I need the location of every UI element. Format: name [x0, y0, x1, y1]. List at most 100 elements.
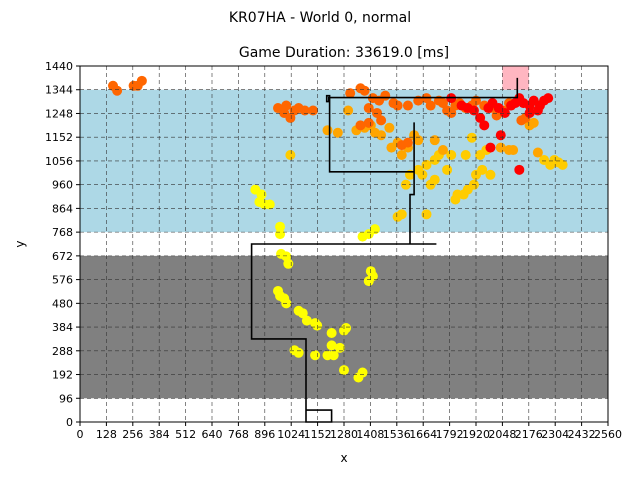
data-point: [446, 107, 457, 118]
data-point: [557, 159, 568, 170]
x-tick-label: 2304: [541, 428, 569, 441]
data-point: [468, 105, 479, 116]
data-point: [438, 145, 448, 156]
y-tick-label: 384: [52, 321, 73, 334]
y-tick-label: 768: [52, 226, 73, 239]
y-tick-label: 1152: [45, 131, 73, 144]
y-tick-label: 864: [52, 202, 73, 215]
pink-goal: [502, 66, 529, 90]
x-tick-label: 256: [122, 428, 143, 441]
data-point: [396, 209, 407, 220]
data-point: [285, 150, 296, 160]
data-point: [438, 98, 448, 109]
x-tick-label: 2560: [594, 428, 622, 441]
data-point: [539, 154, 550, 165]
data-point: [396, 150, 407, 160]
data-point: [308, 105, 319, 116]
x-tick-label: 768: [228, 428, 249, 441]
data-point: [429, 174, 440, 185]
data-point: [479, 120, 490, 131]
data-point: [460, 150, 471, 160]
data-point: [293, 347, 304, 358]
data-point: [384, 122, 395, 133]
data-point: [310, 350, 321, 361]
data-point: [495, 130, 506, 141]
data-point: [326, 328, 337, 338]
x-tick-label: 1024: [277, 428, 305, 441]
x-tick-label: 1792: [436, 428, 464, 441]
data-point: [343, 105, 354, 116]
data-point: [466, 132, 477, 143]
data-point: [421, 159, 432, 170]
y-tick-label: 1248: [45, 107, 73, 120]
x-tick-label: 2176: [515, 428, 543, 441]
y-axis: 0 96 192 288 384 480 576 672 768 864 960 1056 1152 12…: [45, 60, 80, 429]
data-point: [357, 231, 368, 242]
plot-area: [79, 65, 609, 423]
data-point: [524, 107, 535, 118]
x-tick-label: 1280: [330, 428, 358, 441]
x-axis-label: x: [340, 451, 347, 465]
data-point: [417, 169, 428, 180]
data-point: [543, 93, 554, 104]
data-point: [475, 112, 486, 123]
x-tick-label: 1920: [462, 428, 490, 441]
data-point: [369, 224, 380, 235]
data-point: [264, 199, 275, 210]
data-point: [485, 169, 496, 180]
data-point: [514, 164, 525, 175]
x-tick-label: 0: [77, 428, 84, 441]
data-point: [345, 88, 356, 99]
data-point: [112, 85, 123, 96]
data-point: [376, 115, 387, 126]
data-point: [334, 342, 345, 353]
x-tick-label: 1536: [383, 428, 411, 441]
x-tick-label: 512: [175, 428, 196, 441]
y-tick-label: 1056: [45, 155, 73, 168]
data-point: [363, 103, 374, 114]
data-point: [477, 164, 488, 175]
data-point: [136, 75, 147, 86]
data-point: [299, 105, 310, 116]
x-tick-label: 2432: [568, 428, 596, 441]
data-point: [402, 100, 413, 111]
data-point: [392, 100, 403, 111]
data-point: [402, 137, 413, 148]
data-point: [332, 127, 343, 138]
y-tick-label: 96: [59, 392, 73, 405]
data-point: [376, 130, 387, 141]
data-point: [297, 308, 308, 319]
player-path: [250, 77, 519, 423]
data-point: [446, 150, 457, 160]
data-point: [495, 142, 506, 153]
chart-title: Game Duration: 33619.0 [ms]: [239, 45, 449, 61]
data-point: [326, 340, 337, 351]
data-point: [475, 150, 486, 160]
data-point: [528, 117, 539, 128]
data-point: [425, 100, 436, 111]
x-tick-label: 128: [96, 428, 117, 441]
data-point: [301, 315, 312, 326]
x-axis: 0 128 256 384 512 640 768 896 102411521280140815…: [77, 422, 622, 441]
data-point: [275, 221, 286, 232]
data-point: [532, 147, 543, 158]
data-point: [322, 125, 333, 136]
y-tick-label: 192: [52, 369, 73, 382]
y-tick-label: 1440: [45, 60, 73, 73]
y-tick-label: 672: [52, 250, 73, 263]
y-tick-label: 288: [52, 345, 73, 358]
x-tick-label: 2048: [488, 428, 516, 441]
data-point: [328, 350, 339, 361]
data-point: [355, 120, 366, 131]
data-point: [380, 90, 391, 101]
data-point: [281, 100, 292, 111]
x-tick-label: 896: [254, 428, 275, 441]
x-tick-label: 1408: [356, 428, 384, 441]
data-point: [429, 135, 440, 146]
data-point: [363, 117, 374, 128]
data-point: [421, 209, 432, 220]
data-point: [485, 142, 496, 153]
x-tick-label: 640: [202, 428, 223, 441]
y-tick-label: 1344: [45, 84, 73, 97]
